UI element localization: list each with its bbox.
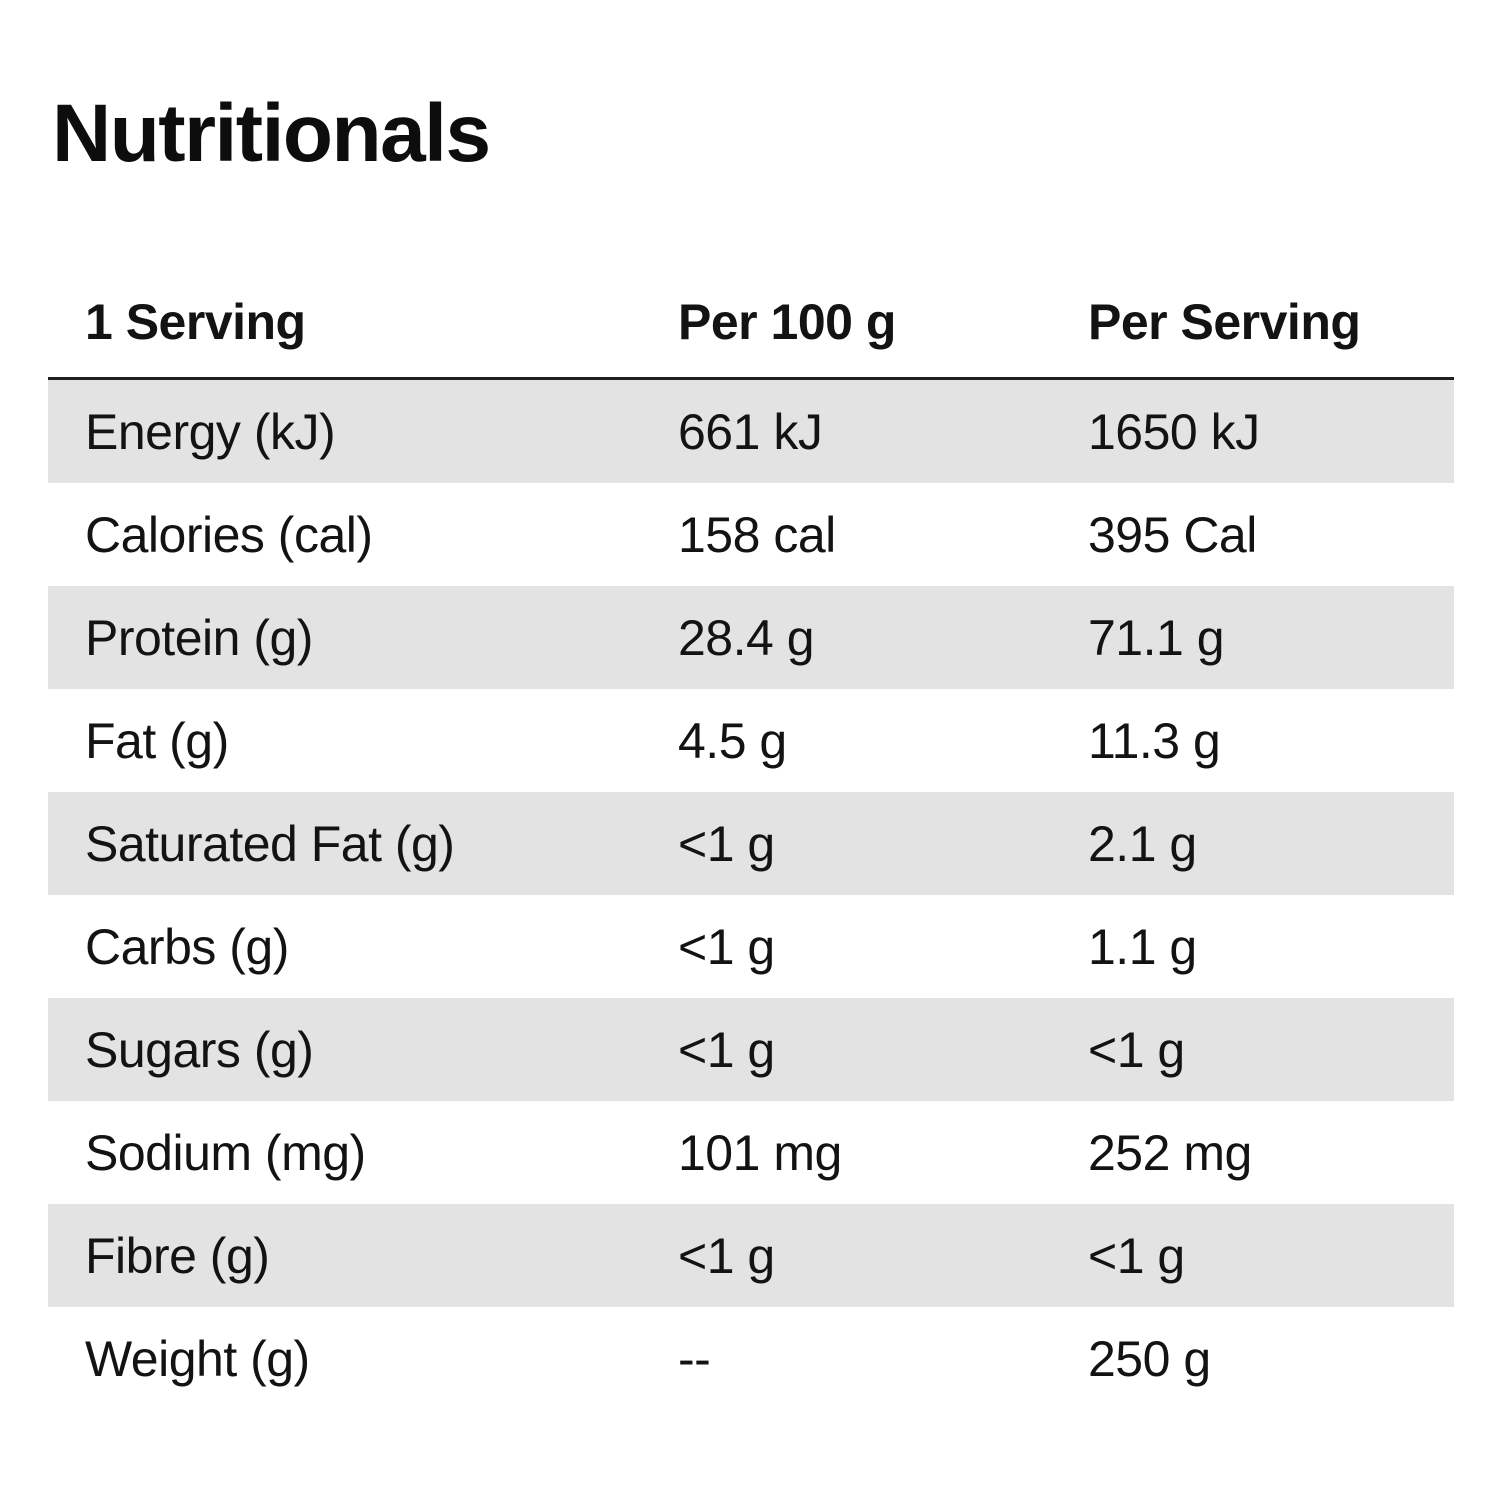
page-title: Nutritionals (52, 88, 491, 179)
table-row-calories: Calories (cal) 158 cal 395 Cal (48, 483, 1454, 586)
row-label: Protein (g) (85, 609, 313, 666)
row-value-per-100g: <1 g (678, 1227, 775, 1284)
table-row-protein: Protein (g) 28.4 g 71.1 g (48, 586, 1454, 689)
row-value-per-100g: 4.5 g (678, 712, 787, 769)
header-cell-serving: 1 Serving (85, 294, 306, 350)
row-value-per-serving: <1 g (1088, 1021, 1185, 1078)
row-value-per-serving: 1650 kJ (1088, 403, 1260, 460)
table-row-energy: Energy (kJ) 661 kJ 1650 kJ (48, 380, 1454, 483)
header-cell-per-100g: Per 100 g (678, 294, 896, 350)
row-value-per-serving: 1.1 g (1088, 918, 1197, 975)
row-value-per-serving: 250 g (1088, 1330, 1211, 1387)
row-value-per-serving: 252 mg (1088, 1124, 1252, 1181)
row-value-per-serving: <1 g (1088, 1227, 1185, 1284)
row-value-per-100g: 28.4 g (678, 609, 815, 666)
row-value-per-serving: 71.1 g (1088, 609, 1225, 666)
row-label: Sodium (mg) (85, 1124, 366, 1181)
row-label: Sugars (g) (85, 1021, 314, 1078)
table-row-fat: Fat (g) 4.5 g 11.3 g (48, 689, 1454, 792)
row-label: Saturated Fat (g) (85, 815, 455, 872)
row-value-per-serving: 11.3 g (1088, 712, 1221, 769)
table-body: Energy (kJ) 661 kJ 1650 kJ Calories (cal… (48, 380, 1454, 1410)
row-value-per-100g: 101 mg (678, 1124, 842, 1181)
row-label: Carbs (g) (85, 918, 289, 975)
table-row-sugars: Sugars (g) <1 g <1 g (48, 998, 1454, 1101)
row-value-per-serving: 2.1 g (1088, 815, 1197, 872)
row-label: Energy (kJ) (85, 403, 336, 460)
row-label: Fat (g) (85, 712, 229, 769)
row-label: Fibre (g) (85, 1227, 270, 1284)
header-cell-per-serving: Per Serving (1088, 294, 1361, 350)
row-value-per-100g: 661 kJ (678, 403, 823, 460)
table-row-carbs: Carbs (g) <1 g 1.1 g (48, 895, 1454, 998)
row-value-per-100g: <1 g (678, 1021, 775, 1078)
table-header-row: 1 Serving Per 100 g Per Serving (48, 260, 1454, 380)
nutrition-table: 1 Serving Per 100 g Per Serving Energy (… (48, 260, 1454, 1410)
row-value-per-100g: <1 g (678, 815, 775, 872)
table-row-weight: Weight (g) -- 250 g (48, 1307, 1454, 1410)
table-row-sodium: Sodium (mg) 101 mg 252 mg (48, 1101, 1454, 1204)
table-row-fibre: Fibre (g) <1 g <1 g (48, 1204, 1454, 1307)
table-row-saturated-fat: Saturated Fat (g) <1 g 2.1 g (48, 792, 1454, 895)
row-value-per-100g: -- (678, 1330, 711, 1387)
row-value-per-100g: <1 g (678, 918, 775, 975)
row-value-per-100g: 158 cal (678, 506, 836, 563)
row-label: Weight (g) (85, 1330, 310, 1387)
row-value-per-serving: 395 Cal (1088, 506, 1257, 563)
row-label: Calories (cal) (85, 506, 373, 563)
